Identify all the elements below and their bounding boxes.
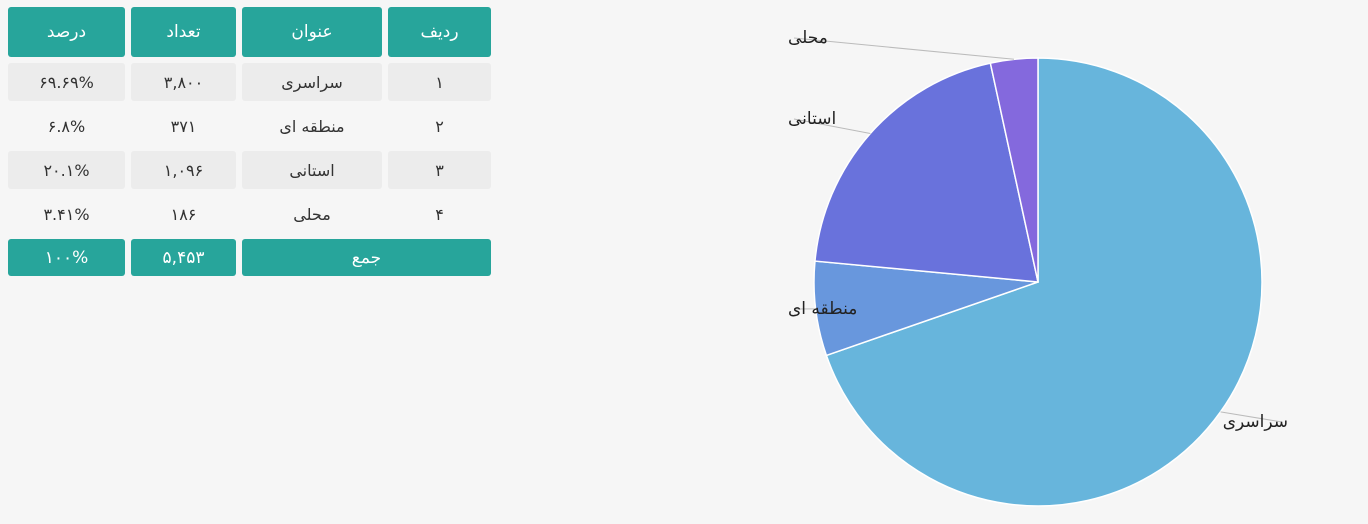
footer-percent: ۱۰۰% (8, 239, 125, 276)
cell-row-number: ۴ (388, 195, 491, 233)
cell-percent: ۳.۴۱% (8, 195, 125, 233)
cell-count: ۱۸۶ (131, 195, 236, 233)
summary-table: درصد تعداد عنوان ردیف ۶۹.۶۹% ۳,۸۰۰ سراسر… (8, 7, 491, 283)
slice-label: سراسری (1223, 412, 1288, 432)
cell-row-number: ۳ (388, 151, 491, 189)
header-row-number: ردیف (388, 7, 491, 57)
cell-row-number: ۱ (388, 63, 491, 101)
table-row: ۶۹.۶۹% ۳,۸۰۰ سراسری ۱ (8, 63, 491, 101)
cell-title: محلی (242, 195, 382, 233)
table-footer-row: ۱۰۰% ۵,۴۵۳ جمع (8, 239, 491, 277)
pie-chart-area: سراسری منطقه ای استانی محلی (600, 0, 1368, 520)
cell-count: ۳,۸۰۰ (131, 63, 236, 101)
slice-label: محلی (788, 28, 828, 48)
table-row: ۶.۸% ۳۷۱ منطقه ای ۲ (8, 107, 491, 145)
cell-count: ۱,۰۹۶ (131, 151, 236, 189)
header-count: تعداد (131, 7, 236, 57)
cell-percent: ۶۹.۶۹% (8, 63, 125, 101)
table-header-row: درصد تعداد عنوان ردیف (8, 7, 491, 57)
cell-count: ۳۷۱ (131, 107, 236, 145)
cell-title: سراسری (242, 63, 382, 101)
table-row: ۲۰.۱% ۱,۰۹۶ استانی ۳ (8, 151, 491, 189)
slice-label: منطقه ای (788, 299, 857, 319)
footer-total-label: جمع (242, 239, 491, 276)
table-row: ۳.۴۱% ۱۸۶ محلی ۴ (8, 195, 491, 233)
pie-chart: سراسری منطقه ای استانی محلی (600, 0, 1368, 520)
cell-row-number: ۲ (388, 107, 491, 145)
header-percent: درصد (8, 7, 125, 57)
cell-title: منطقه ای (242, 107, 382, 145)
cell-percent: ۶.۸% (8, 107, 125, 145)
slice-label: استانی (788, 109, 836, 129)
header-title: عنوان (242, 7, 382, 57)
footer-count: ۵,۴۵۳ (131, 239, 236, 276)
cell-title: استانی (242, 151, 382, 189)
cell-percent: ۲۰.۱% (8, 151, 125, 189)
